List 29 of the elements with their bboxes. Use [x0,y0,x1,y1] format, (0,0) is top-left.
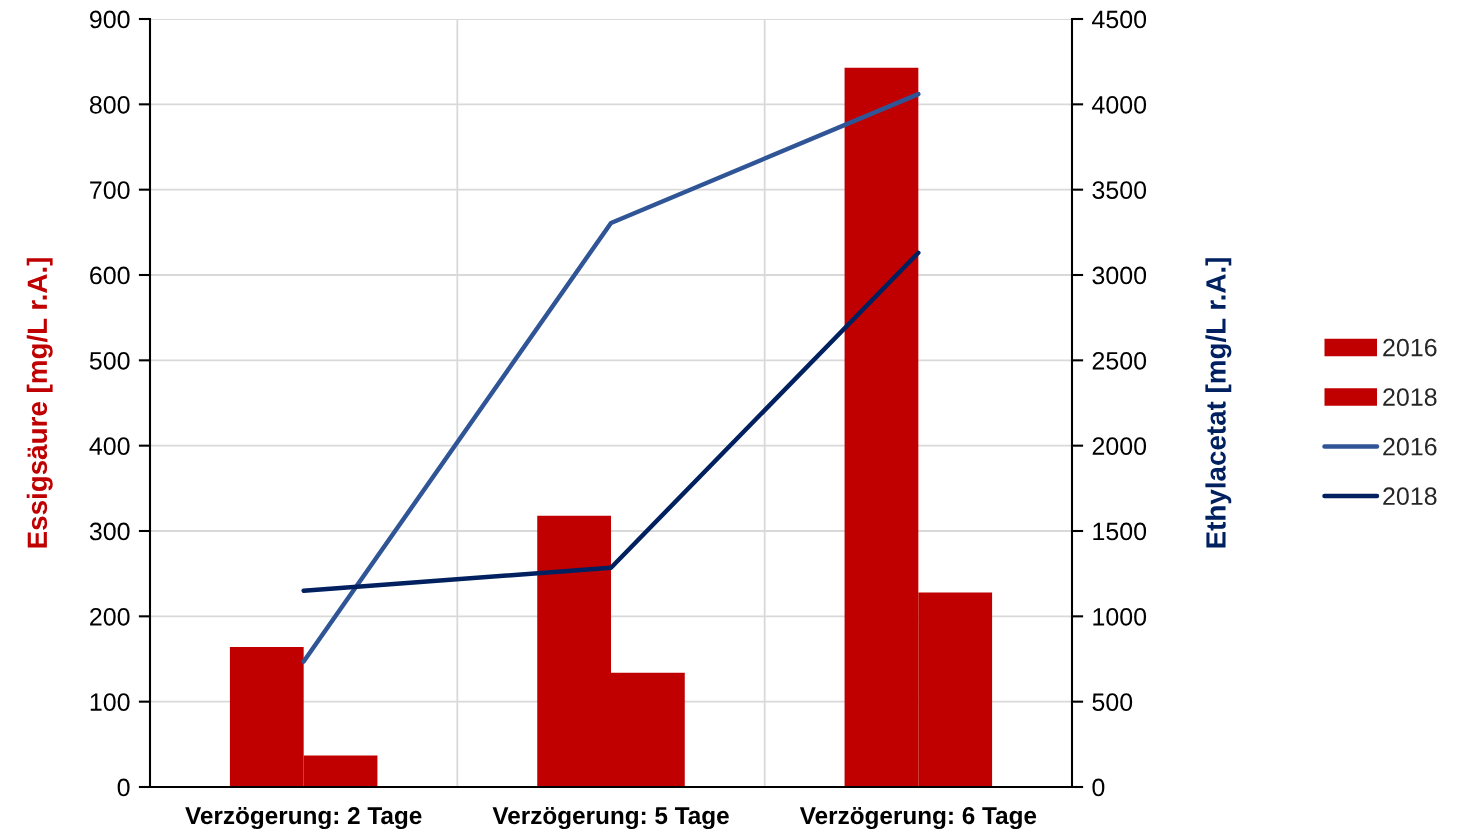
y2-tick-label: 0 [1092,778,1105,797]
y-tick-label: 500 [89,351,130,370]
legend-label: 2018 [1383,487,1437,506]
y2-tick-label: 3000 [1092,266,1147,285]
y-axis-title: Essigsäure [mg/L r.A.] [26,258,53,548]
x-tick-label: Verzögerung: 2 Tage [185,806,422,830]
y-tick-label: 600 [90,266,130,285]
y-tick-label: 900 [90,10,130,29]
y-tick-label: 100 [90,693,130,711]
y-tick-label: 200 [90,607,130,626]
y2-tick-label: 4000 [1092,95,1147,114]
y-tick-label: 0 [117,778,130,797]
y-tick-label: 400 [89,437,130,455]
y-tick-label: 700 [90,181,130,199]
x-tick-label: Verzögerung: 5 Tage [492,807,729,830]
x-tick-label: Verzögerung: 6 Tage [799,806,1037,830]
y2-tick-label: 2500 [1092,351,1147,370]
y2-tick-label: 4500 [1092,10,1147,29]
y2-tick-label: 1000 [1093,607,1147,626]
y-tick-label: 800 [89,95,130,114]
y2-tick-label: 2000 [1092,437,1147,455]
y2-axis-title: Ethylacetat [mg/L r.A.] [1205,258,1232,548]
legend-label: 2016 [1383,338,1437,357]
y2-tick-label: 3500 [1092,181,1147,199]
legend-label: 2016 [1383,437,1437,456]
y-tick-label: 300 [89,522,130,541]
y2-tick-label: 500 [1092,693,1133,711]
y2-tick-label: 1500 [1093,522,1147,541]
legend-label: 2018 [1383,388,1437,406]
